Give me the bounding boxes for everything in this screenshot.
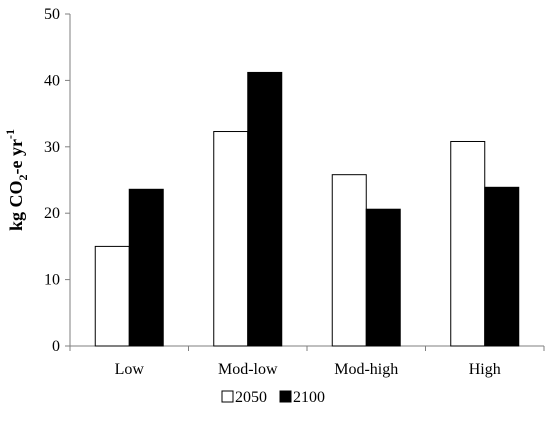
x-tick-label: Mod-low xyxy=(218,361,278,378)
bar-2100-mod-high xyxy=(365,208,401,347)
legend-swatch-2100 xyxy=(279,390,292,403)
y-tick-label: 40 xyxy=(44,72,60,89)
x-tick-label: Low xyxy=(115,361,145,378)
y-tick-label: 20 xyxy=(44,205,60,222)
plot-area: 0 10 20 30 40 50 Low Mod-low Mod-high High 2050 210… xyxy=(44,6,545,406)
bar-2050-high xyxy=(450,140,486,347)
bar-2100-mod-low xyxy=(247,71,283,347)
y-tick-label: 50 xyxy=(44,6,60,23)
bar-2050-mod-high xyxy=(331,174,367,347)
legend-label-2050: 2050 xyxy=(235,389,267,406)
y-tick-label: 0 xyxy=(52,338,60,355)
legend-label-2100: 2100 xyxy=(293,389,325,406)
bar-2100-high xyxy=(484,186,520,347)
y-axis-label: kg CO2-e yr-1 xyxy=(3,129,30,231)
x-tick-label: High xyxy=(469,361,501,378)
legend-swatch-2050 xyxy=(221,390,234,403)
bar-2050-mod-low xyxy=(213,131,249,347)
bar-2100-low xyxy=(128,188,164,347)
x-tick-label: Mod-high xyxy=(334,361,398,378)
bar-2050-low xyxy=(94,245,130,347)
y-tick-label: 10 xyxy=(44,272,60,289)
y-tick-label: 30 xyxy=(44,139,60,156)
